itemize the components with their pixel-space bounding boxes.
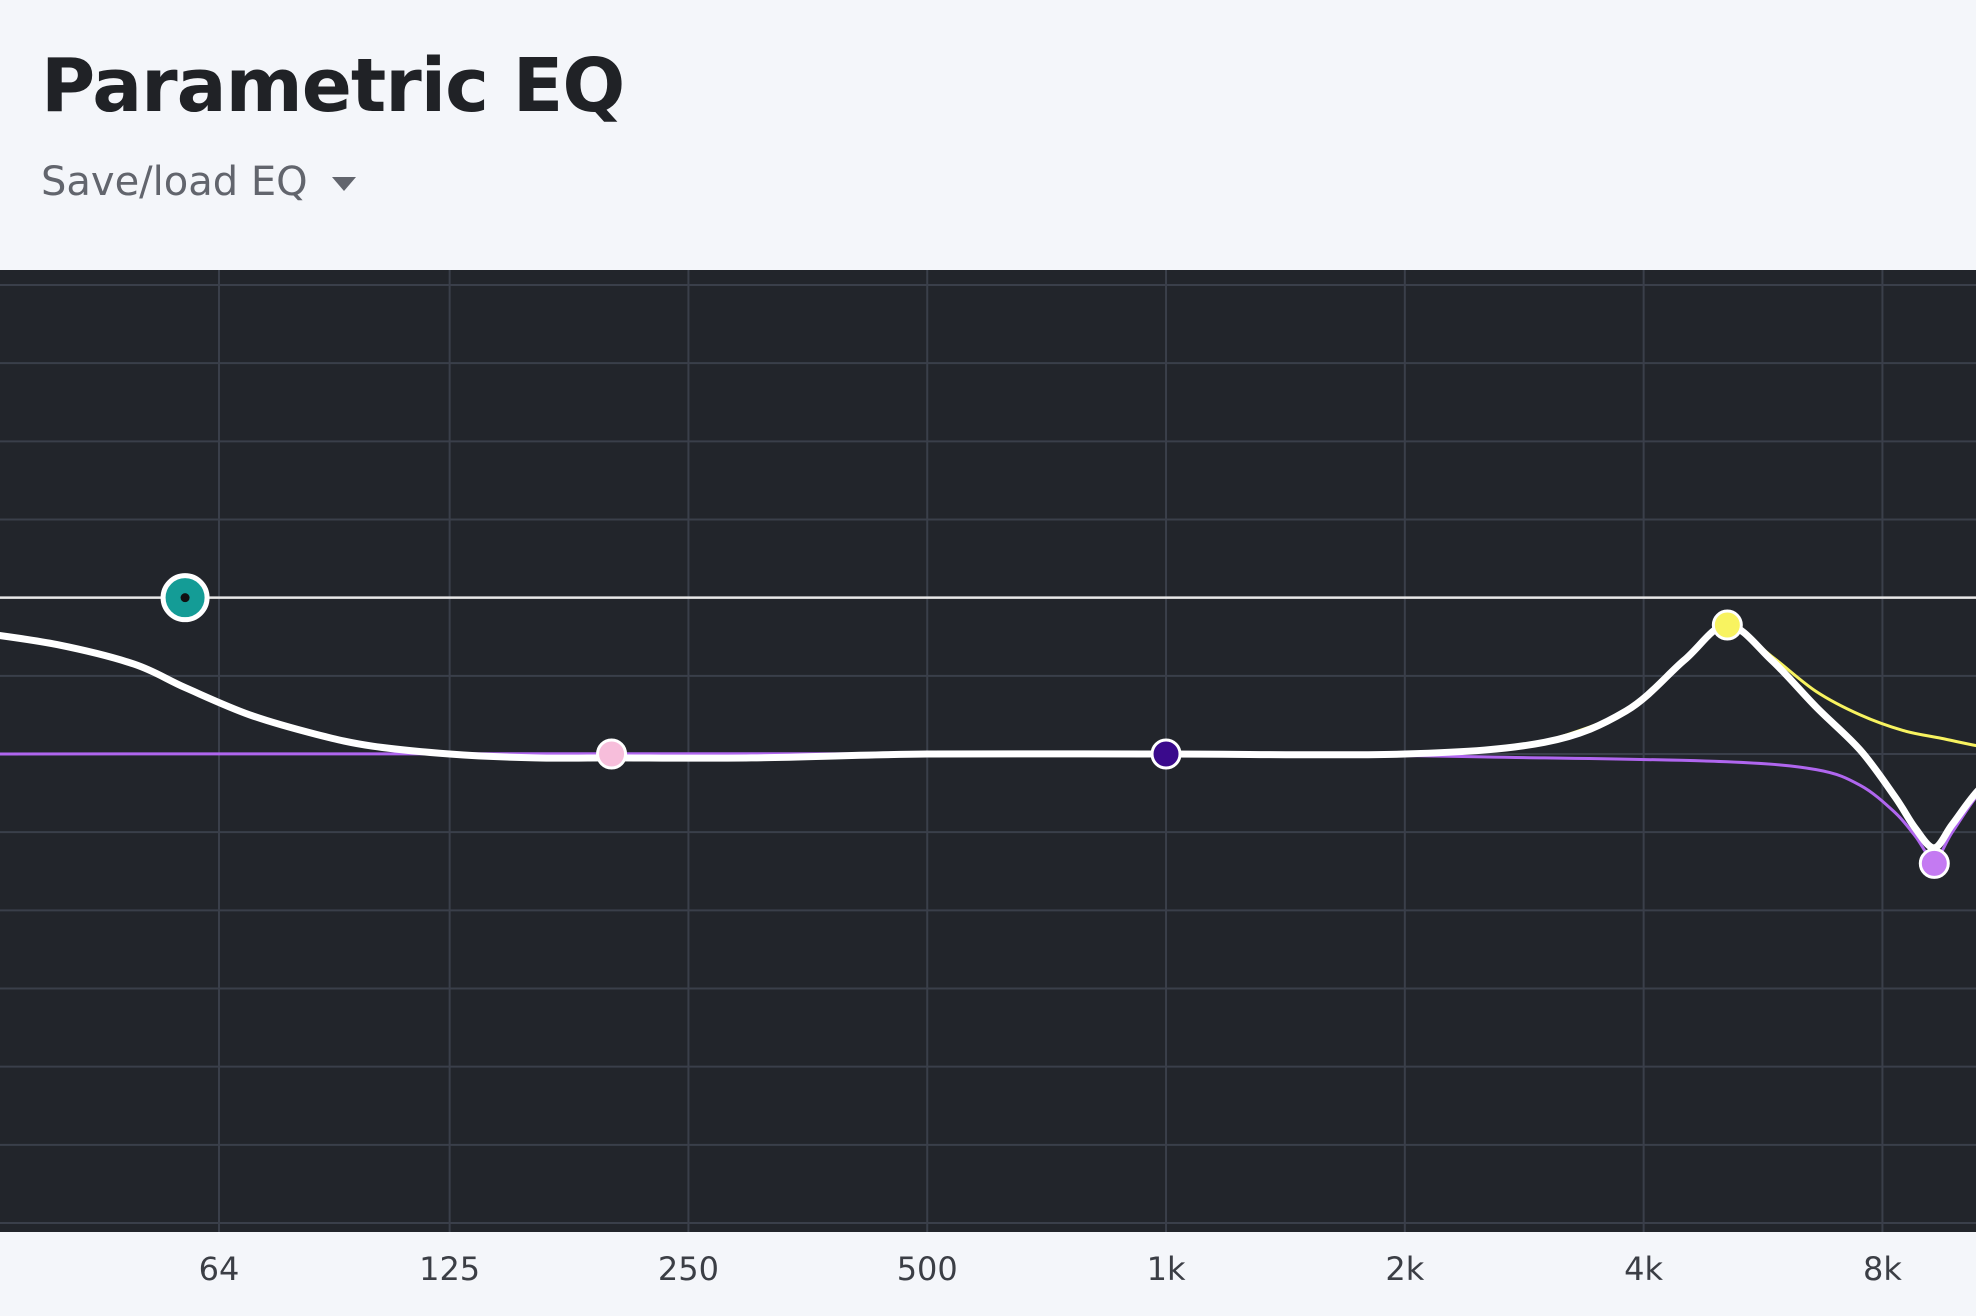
band-4-handle[interactable] [1711,609,1743,641]
band-1-handle[interactable] [160,573,210,623]
x-tick-label: 500 [897,1250,958,1288]
page-title: Parametric EQ [41,43,625,129]
x-tick-label: 8k [1863,1250,1902,1288]
band-2-handle[interactable] [596,738,628,770]
eq-response-curve [0,621,1976,852]
band-3-handle[interactable] [1150,738,1182,770]
chevron-down-icon [331,177,356,191]
eq-graph-svg[interactable]: 64 125 250 500 1k 2k 4k 8k [0,270,1976,1316]
x-tick-label: 250 [658,1250,719,1288]
band-handle-dot [1150,738,1182,770]
save-load-eq-label: Save/load EQ [41,159,308,205]
eq-graph[interactable]: 64 125 250 500 1k 2k 4k 8k [0,270,1976,1316]
band-handle-dot [1918,847,1950,879]
x-tick-label: 1k [1147,1250,1186,1288]
band-5-handle[interactable] [1918,847,1950,879]
band-handle-dot [1711,609,1743,641]
x-tick-label: 4k [1624,1250,1663,1288]
band-handle-dot [180,593,190,603]
x-tick-label: 64 [199,1250,240,1288]
header: Parametric EQ Save/load EQ [0,0,1976,270]
x-axis-strip [0,1232,1976,1316]
band-handle-dot [596,738,628,770]
save-load-eq-dropdown[interactable]: Save/load EQ [41,158,356,206]
x-tick-label: 2k [1385,1250,1424,1288]
x-tick-label: 125 [419,1250,480,1288]
